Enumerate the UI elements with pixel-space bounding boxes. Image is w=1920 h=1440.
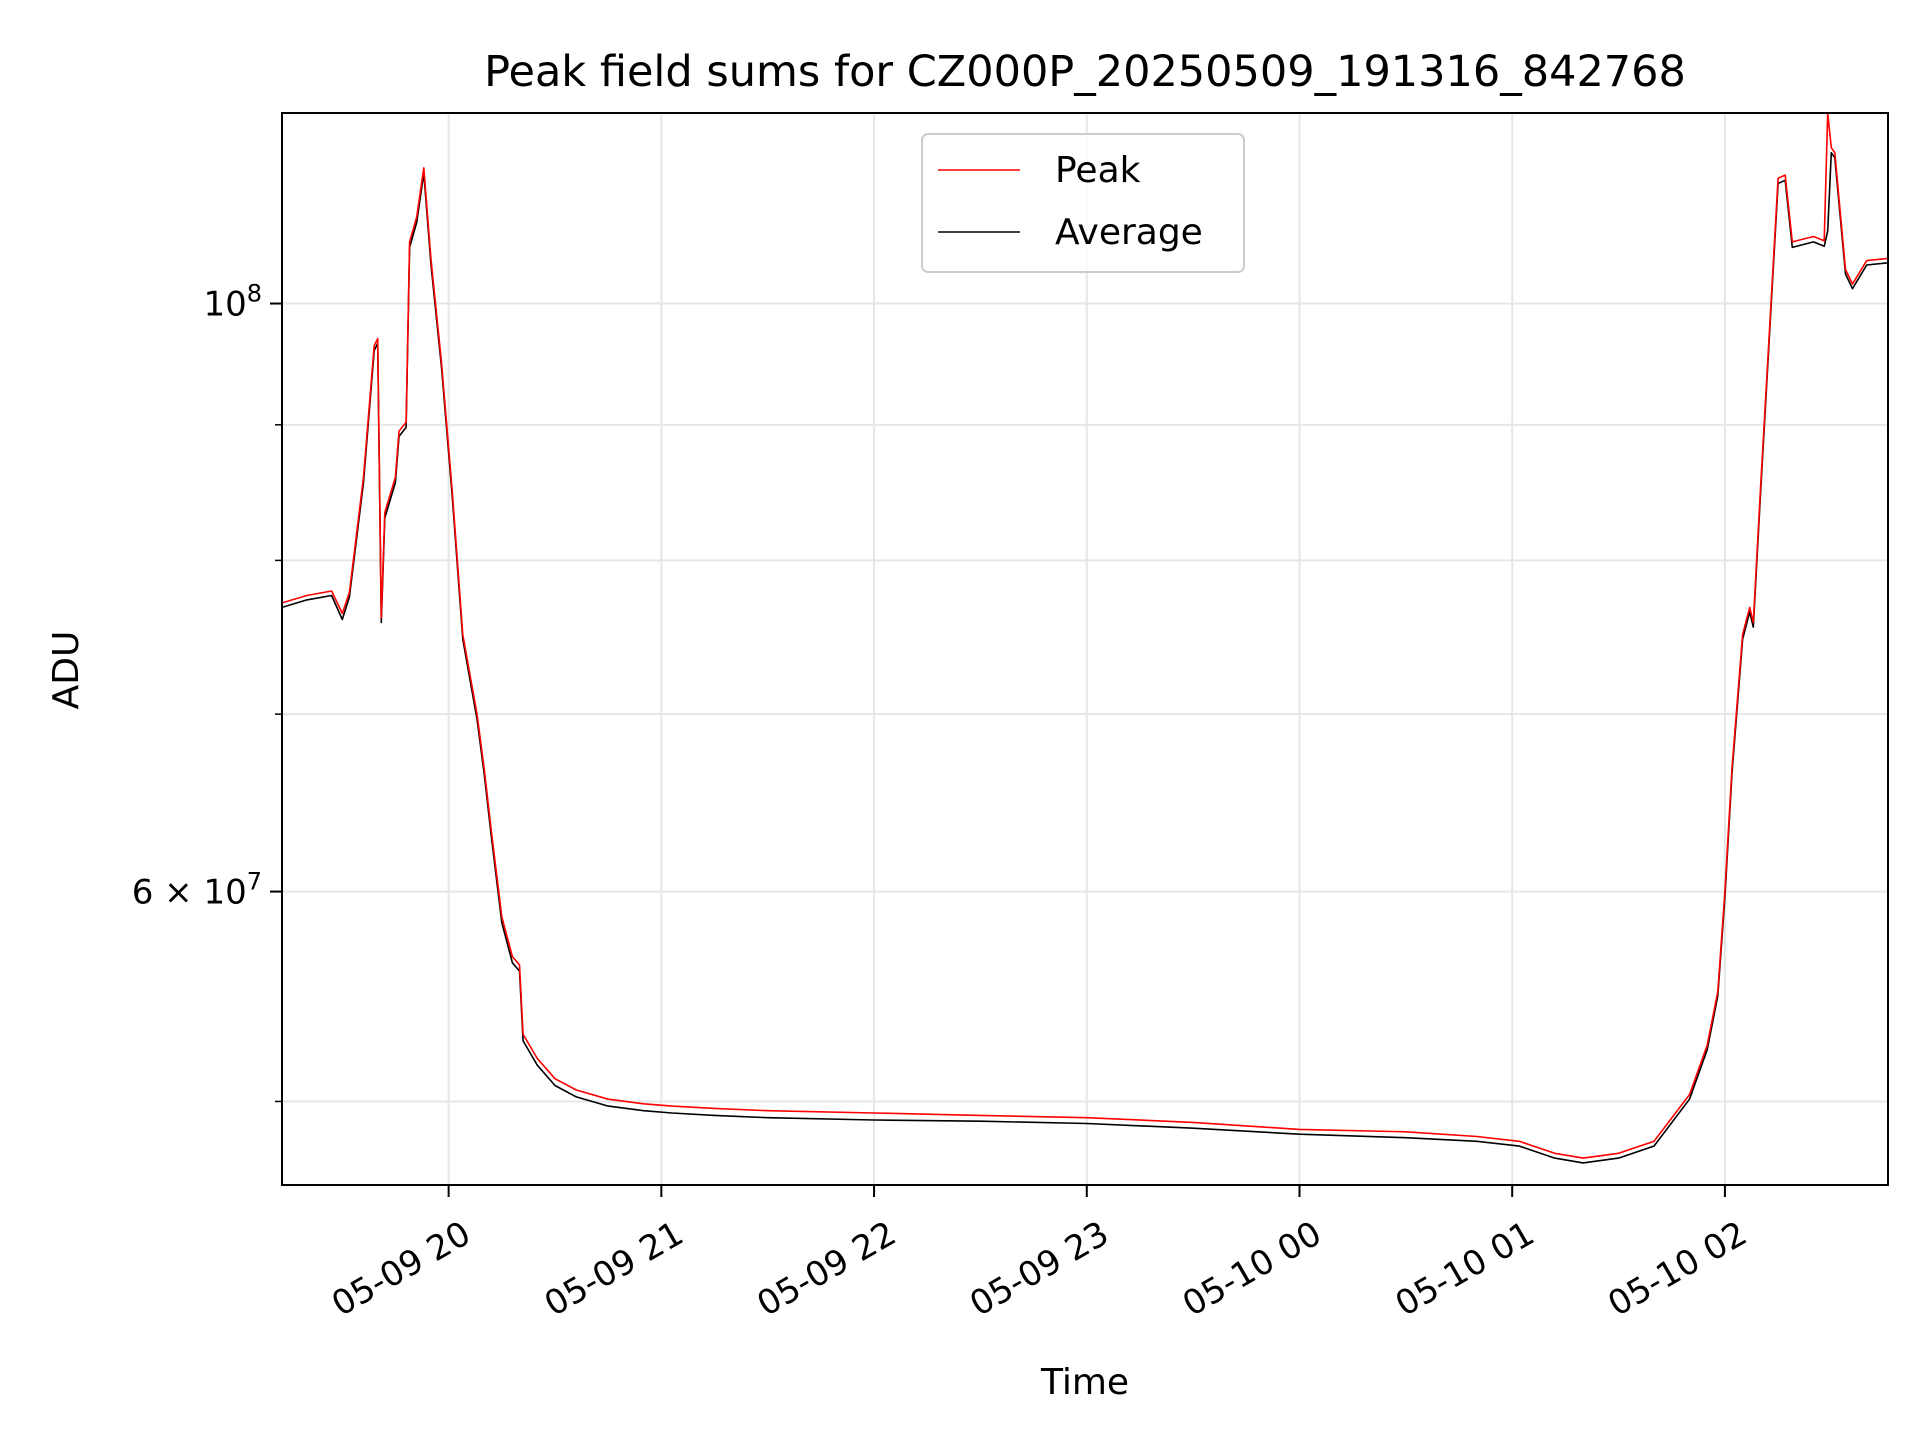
grid-layer xyxy=(282,113,1888,1185)
legend: Peak Average xyxy=(921,133,1245,273)
legend-box xyxy=(921,133,1245,273)
y-tick-label: 6 × 107 xyxy=(132,868,262,913)
chart-title: Peak field sums for CZ000P_20250509_1913… xyxy=(484,47,1686,97)
y-axis-title: ADU xyxy=(46,631,87,710)
legend-label-peak: Peak xyxy=(1055,150,1141,191)
legend-label-average: Average xyxy=(1055,212,1203,253)
series-layer xyxy=(282,113,1888,1164)
plot-frame xyxy=(281,112,1889,1186)
y-tick-label: 108 xyxy=(203,280,262,325)
x-axis-title: Time xyxy=(1040,1362,1129,1403)
series-line-peak xyxy=(282,113,1888,1159)
